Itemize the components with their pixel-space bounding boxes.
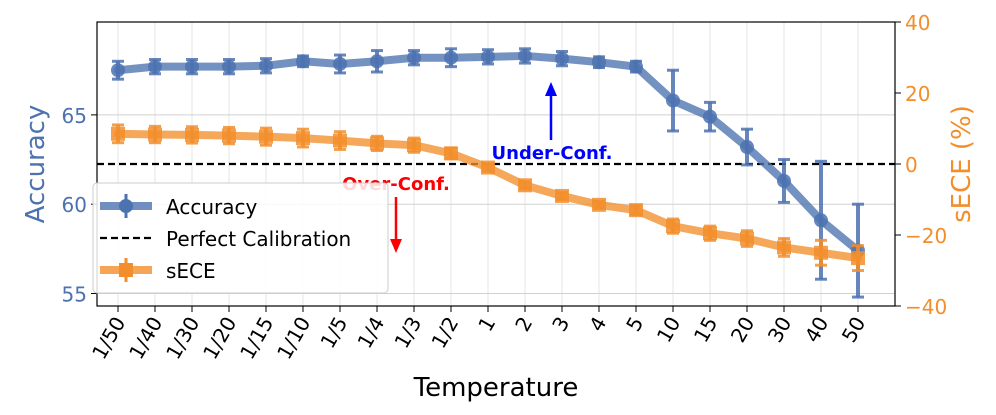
right-tick-label: −40: [905, 295, 947, 319]
data-point: [740, 231, 754, 246]
data-point: [185, 127, 199, 142]
data-point: [296, 131, 310, 146]
data-point: [518, 178, 532, 193]
over-conf-arrow-head: [390, 239, 402, 253]
data-point: [111, 63, 125, 78]
under-conf-arrow-head: [545, 82, 557, 96]
left-axis-title: Accuracy: [21, 105, 51, 224]
data-point: [592, 55, 606, 70]
data-point: [629, 203, 643, 218]
data-point: [814, 213, 828, 228]
left-tick-label: 55: [62, 282, 87, 306]
data-point: [666, 219, 680, 234]
data-point: [333, 56, 347, 71]
data-point: [777, 173, 791, 188]
annotation-under-conf: Under-Conf.: [492, 143, 613, 164]
data-point: [148, 59, 162, 74]
right-tick-label: 0: [905, 153, 918, 177]
right-axis-title: sECE (%): [947, 105, 977, 223]
x-tick-label: 1/2: [426, 313, 463, 353]
data-point: [777, 240, 791, 255]
x-tick-label: 1/5: [315, 313, 352, 353]
right-tick-label: −20: [905, 224, 947, 248]
data-point: [592, 197, 606, 212]
data-point: [444, 146, 458, 161]
data-point: [185, 59, 199, 74]
x-tick-label: 1/3: [389, 313, 426, 353]
data-point: [555, 188, 569, 203]
data-point: [148, 127, 162, 142]
data-point: [407, 50, 421, 65]
legend: Accuracy Perfect Calibration sECE: [92, 182, 389, 294]
data-point: [814, 245, 828, 260]
x-tick-label: 20: [726, 313, 760, 347]
data-point: [333, 133, 347, 148]
data-point: [555, 51, 569, 66]
right-axis: −40 −20 0 20 40: [895, 11, 947, 319]
data-point: [407, 138, 421, 153]
data-point: [444, 50, 458, 65]
data-point: [851, 251, 865, 266]
x-axis: 1/501/401/301/201/151/10 1/5 1/4 1/3 1/2 1 2 3 4…: [87, 306, 870, 363]
x-tick-label: 10: [652, 313, 686, 347]
data-point: [703, 109, 717, 124]
x-tick-label: 40: [800, 313, 834, 347]
right-tick-label: 40: [905, 11, 930, 35]
data-point: [222, 128, 236, 143]
series-layer: [111, 47, 865, 299]
data-point: [703, 226, 717, 241]
data-point: [629, 59, 643, 74]
x-tick-label: 15: [689, 313, 723, 347]
x-tick-label: 1/40: [124, 313, 167, 364]
data-point: [259, 129, 273, 144]
data-point: [481, 49, 495, 64]
data-point: [481, 160, 495, 175]
legend-entry-perfect-calibration: Perfect Calibration: [166, 227, 351, 251]
x-tick-label: 30: [763, 313, 797, 347]
left-tick-label: 60: [62, 193, 87, 217]
left-axis: 55 60 65: [62, 104, 97, 306]
x-tick-label: 1/30: [161, 313, 204, 364]
left-tick-label: 65: [62, 104, 87, 128]
series-sece: [111, 123, 865, 272]
x-tick-label: 1/4: [352, 313, 389, 353]
legend-box: [92, 182, 389, 294]
data-point: [259, 58, 273, 73]
data-point: [370, 136, 384, 151]
data-point: [222, 59, 236, 74]
x-tick-label: 1/15: [235, 313, 278, 364]
data-point: [296, 54, 310, 69]
x-tick-label: 3: [547, 313, 574, 336]
legend-entry-accuracy: Accuracy: [166, 195, 257, 219]
data-point: [740, 140, 754, 155]
x-tick-label: 1/10: [272, 313, 315, 364]
data-point: [666, 93, 680, 108]
data-point: [370, 54, 384, 69]
x-axis-title: Temperature: [413, 373, 579, 403]
x-tick-label: 5: [621, 313, 648, 336]
x-tick-label: 4: [584, 313, 611, 336]
x-tick-label: 50: [837, 313, 871, 347]
right-tick-label: 20: [905, 82, 930, 106]
legend-entry-sece: sECE: [166, 259, 216, 283]
x-tick-label: 2: [510, 313, 537, 336]
x-tick-label: 1/20: [198, 313, 241, 364]
data-point: [518, 48, 532, 63]
x-tick-label: 1: [473, 313, 500, 336]
x-tick-label: 1/50: [87, 313, 130, 364]
data-point: [111, 126, 125, 141]
